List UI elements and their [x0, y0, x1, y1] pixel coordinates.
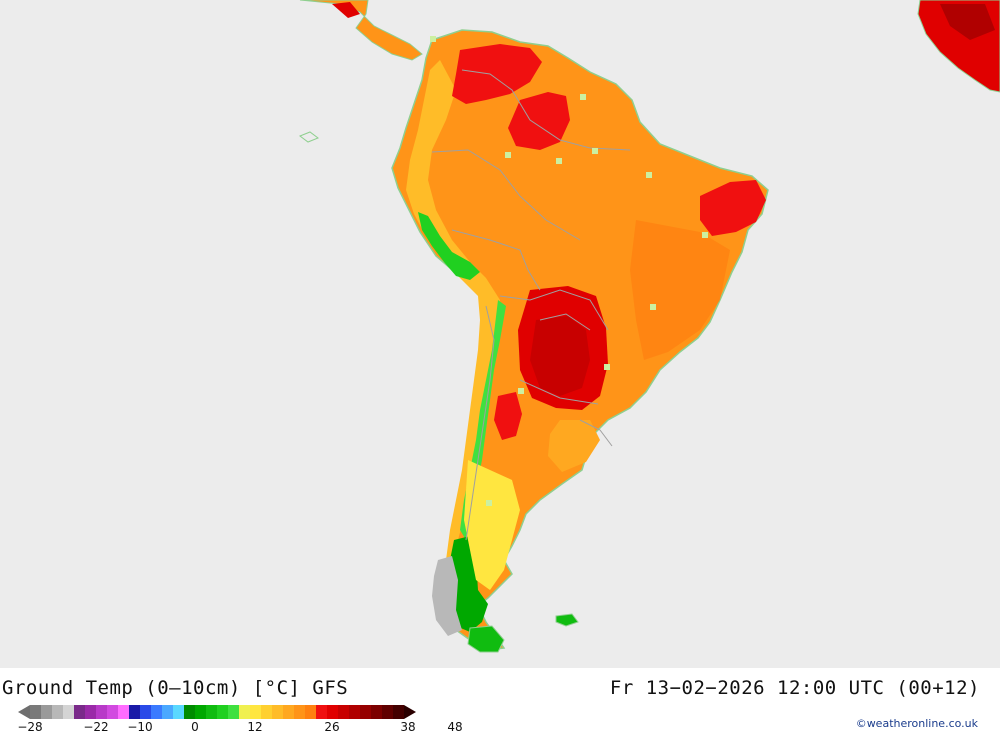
- legend-swatch: [349, 705, 360, 719]
- brazil-east-zone: [630, 220, 730, 360]
- legend-swatch: [52, 705, 63, 719]
- legend-swatch: [316, 705, 327, 719]
- legend-swatch: [118, 705, 129, 719]
- argentina-hot-spot: [494, 392, 522, 440]
- tierra-del-fuego: [467, 625, 505, 653]
- legend-swatch: [217, 705, 228, 719]
- colombia-hot-zone: [452, 44, 542, 104]
- legend-swatch: [382, 705, 393, 719]
- legend-swatch: [272, 705, 283, 719]
- legend-tick-label: 12: [247, 720, 263, 734]
- galapagos-islands: [298, 131, 320, 143]
- legend-swatch: [393, 705, 404, 719]
- legend-swatch: [261, 705, 272, 719]
- legend-swatch: [239, 705, 250, 719]
- legend-swatch: [151, 705, 162, 719]
- legend-swatch: [195, 705, 206, 719]
- temperature-map[interactable]: [0, 0, 1000, 668]
- legend-tick-label: 0: [191, 720, 199, 734]
- legend-swatch: [30, 705, 41, 719]
- legend-swatch: [74, 705, 85, 719]
- legend-tick-label: 26: [324, 720, 340, 734]
- legend-swatch: [228, 705, 239, 719]
- forecast-timestamp: Fr 13−02−2026 12:00 UTC (00+12): [609, 677, 980, 699]
- legend-swatch: [41, 705, 52, 719]
- falkland-islands: [555, 613, 579, 627]
- legend-swatch: [85, 705, 96, 719]
- legend-swatch: [283, 705, 294, 719]
- legend-tick-label: −28: [17, 720, 43, 734]
- legend-swatch: [371, 705, 382, 719]
- legend-tick-label: 38: [400, 720, 416, 734]
- chile-fjords: [432, 556, 462, 636]
- legend-tick-label: −10: [127, 720, 153, 734]
- legend-swatch: [250, 705, 261, 719]
- map-canvas: [298, 0, 1000, 653]
- country-borders: [431, 69, 631, 541]
- peru-cool-zone: [418, 212, 480, 280]
- patagonia-cool-zone: [446, 536, 488, 632]
- data-markers: [430, 36, 708, 506]
- venezuela-hot-zone: [508, 92, 570, 150]
- legend-swatch: [184, 705, 195, 719]
- patagonia-yellow: [464, 460, 520, 590]
- central-america: [299, 0, 423, 61]
- color-scale-legend: [30, 705, 404, 719]
- legend-tick-label: −22: [83, 720, 109, 734]
- legend-swatch: [129, 705, 140, 719]
- legend-swatch: [338, 705, 349, 719]
- legend-swatch: [173, 705, 184, 719]
- legend-swatch: [162, 705, 173, 719]
- central-america-hot: [332, 2, 360, 18]
- legend-arrow-left-icon: [18, 705, 30, 719]
- legend-swatch: [107, 705, 118, 719]
- legend-swatch: [305, 705, 316, 719]
- uruguay-zone: [548, 420, 600, 472]
- legend-swatch: [63, 705, 74, 719]
- map-title: Ground Temp (0–10cm) [°C] GFS: [2, 677, 349, 699]
- legend-tick-label: 48: [447, 720, 463, 734]
- africa-hot-core: [940, 4, 995, 40]
- legend-arrow-right-icon: [404, 705, 416, 719]
- andes-band: [406, 60, 500, 560]
- brazil-ne-hot-zone: [700, 180, 766, 236]
- legend-swatch: [360, 705, 371, 719]
- legend-swatch: [327, 705, 338, 719]
- legend-swatch: [96, 705, 107, 719]
- legend-swatch: [140, 705, 151, 719]
- legend-swatch: [206, 705, 217, 719]
- credit-link[interactable]: ©weatheronline.co.uk: [855, 717, 978, 730]
- legend-swatch: [294, 705, 305, 719]
- paraguay-core: [530, 316, 590, 396]
